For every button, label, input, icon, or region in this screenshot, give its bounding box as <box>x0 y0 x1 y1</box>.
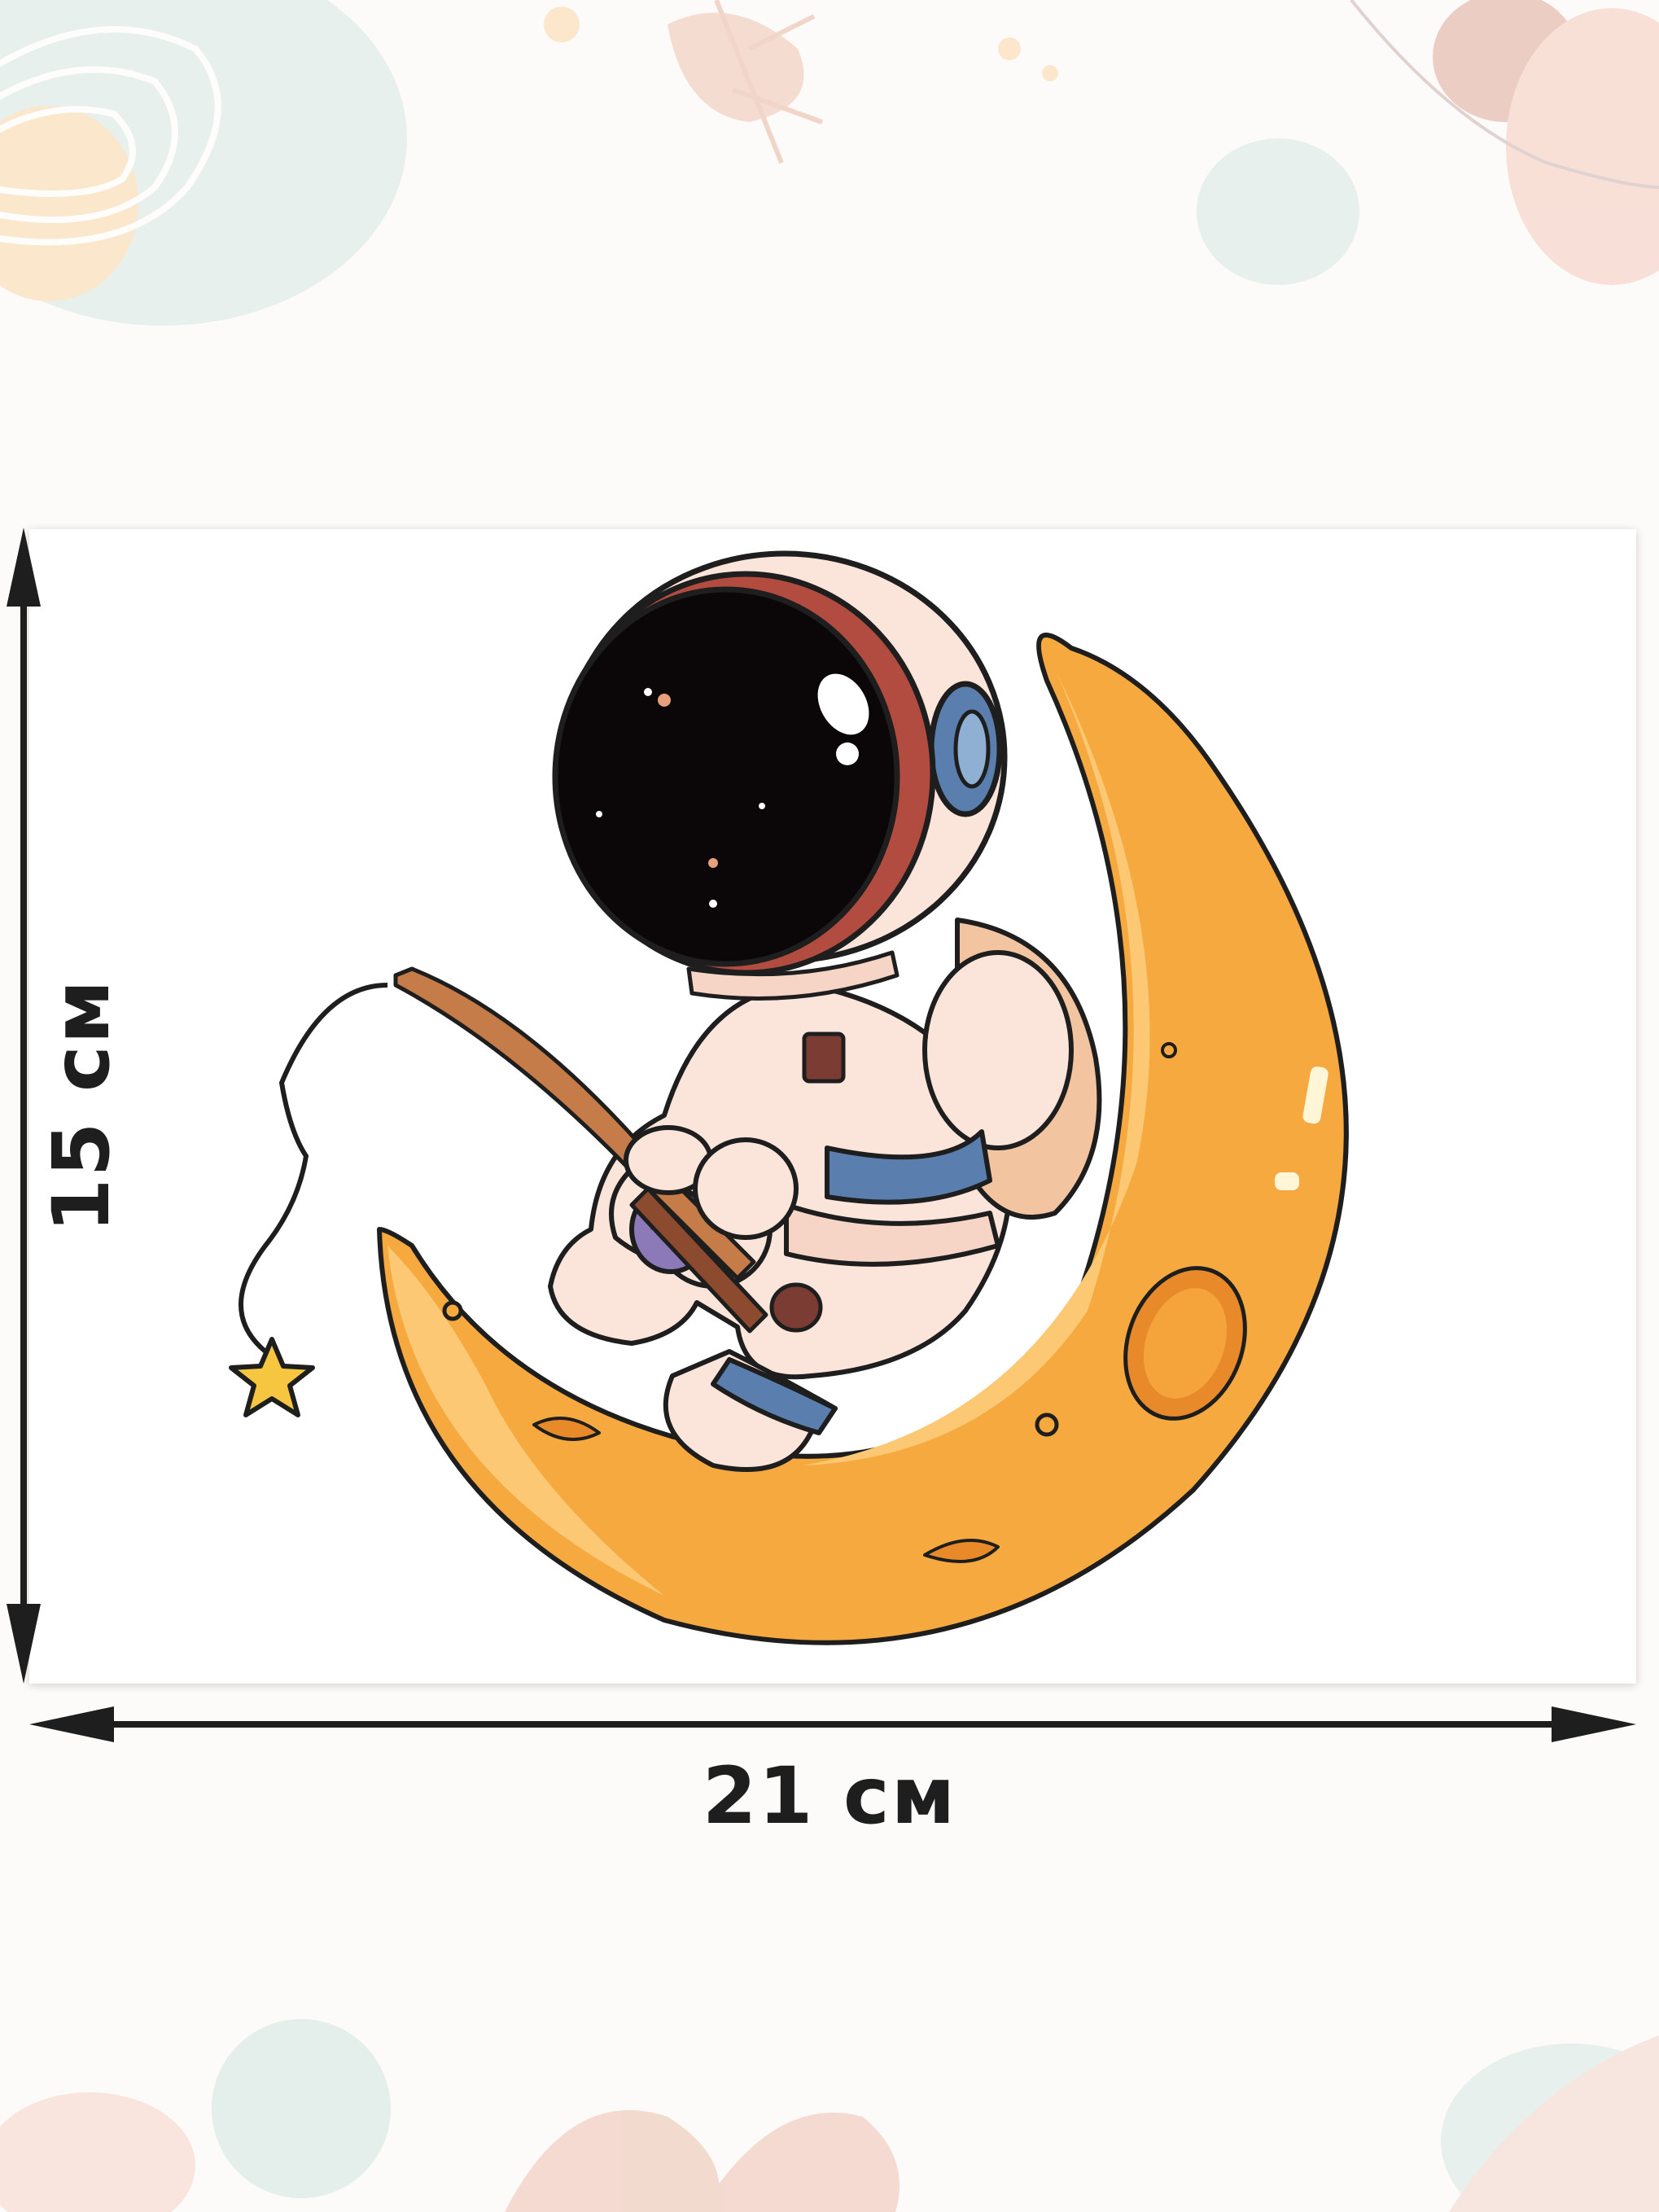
crescent-moon-icon <box>377 633 1349 1645</box>
helmet <box>552 550 1008 1001</box>
width-arrow <box>29 1706 1636 1742</box>
height-dimension-label: 15 см <box>36 978 127 1233</box>
height-arrow <box>7 528 41 1684</box>
fishing-line <box>239 983 388 1354</box>
star-icon <box>229 1337 315 1417</box>
astronaut-icon <box>393 918 1102 1472</box>
astronaut-illustration <box>229 550 1349 1645</box>
fishing-rod-icon <box>393 966 768 1334</box>
width-dimension-label: 21 см <box>702 1750 957 1842</box>
